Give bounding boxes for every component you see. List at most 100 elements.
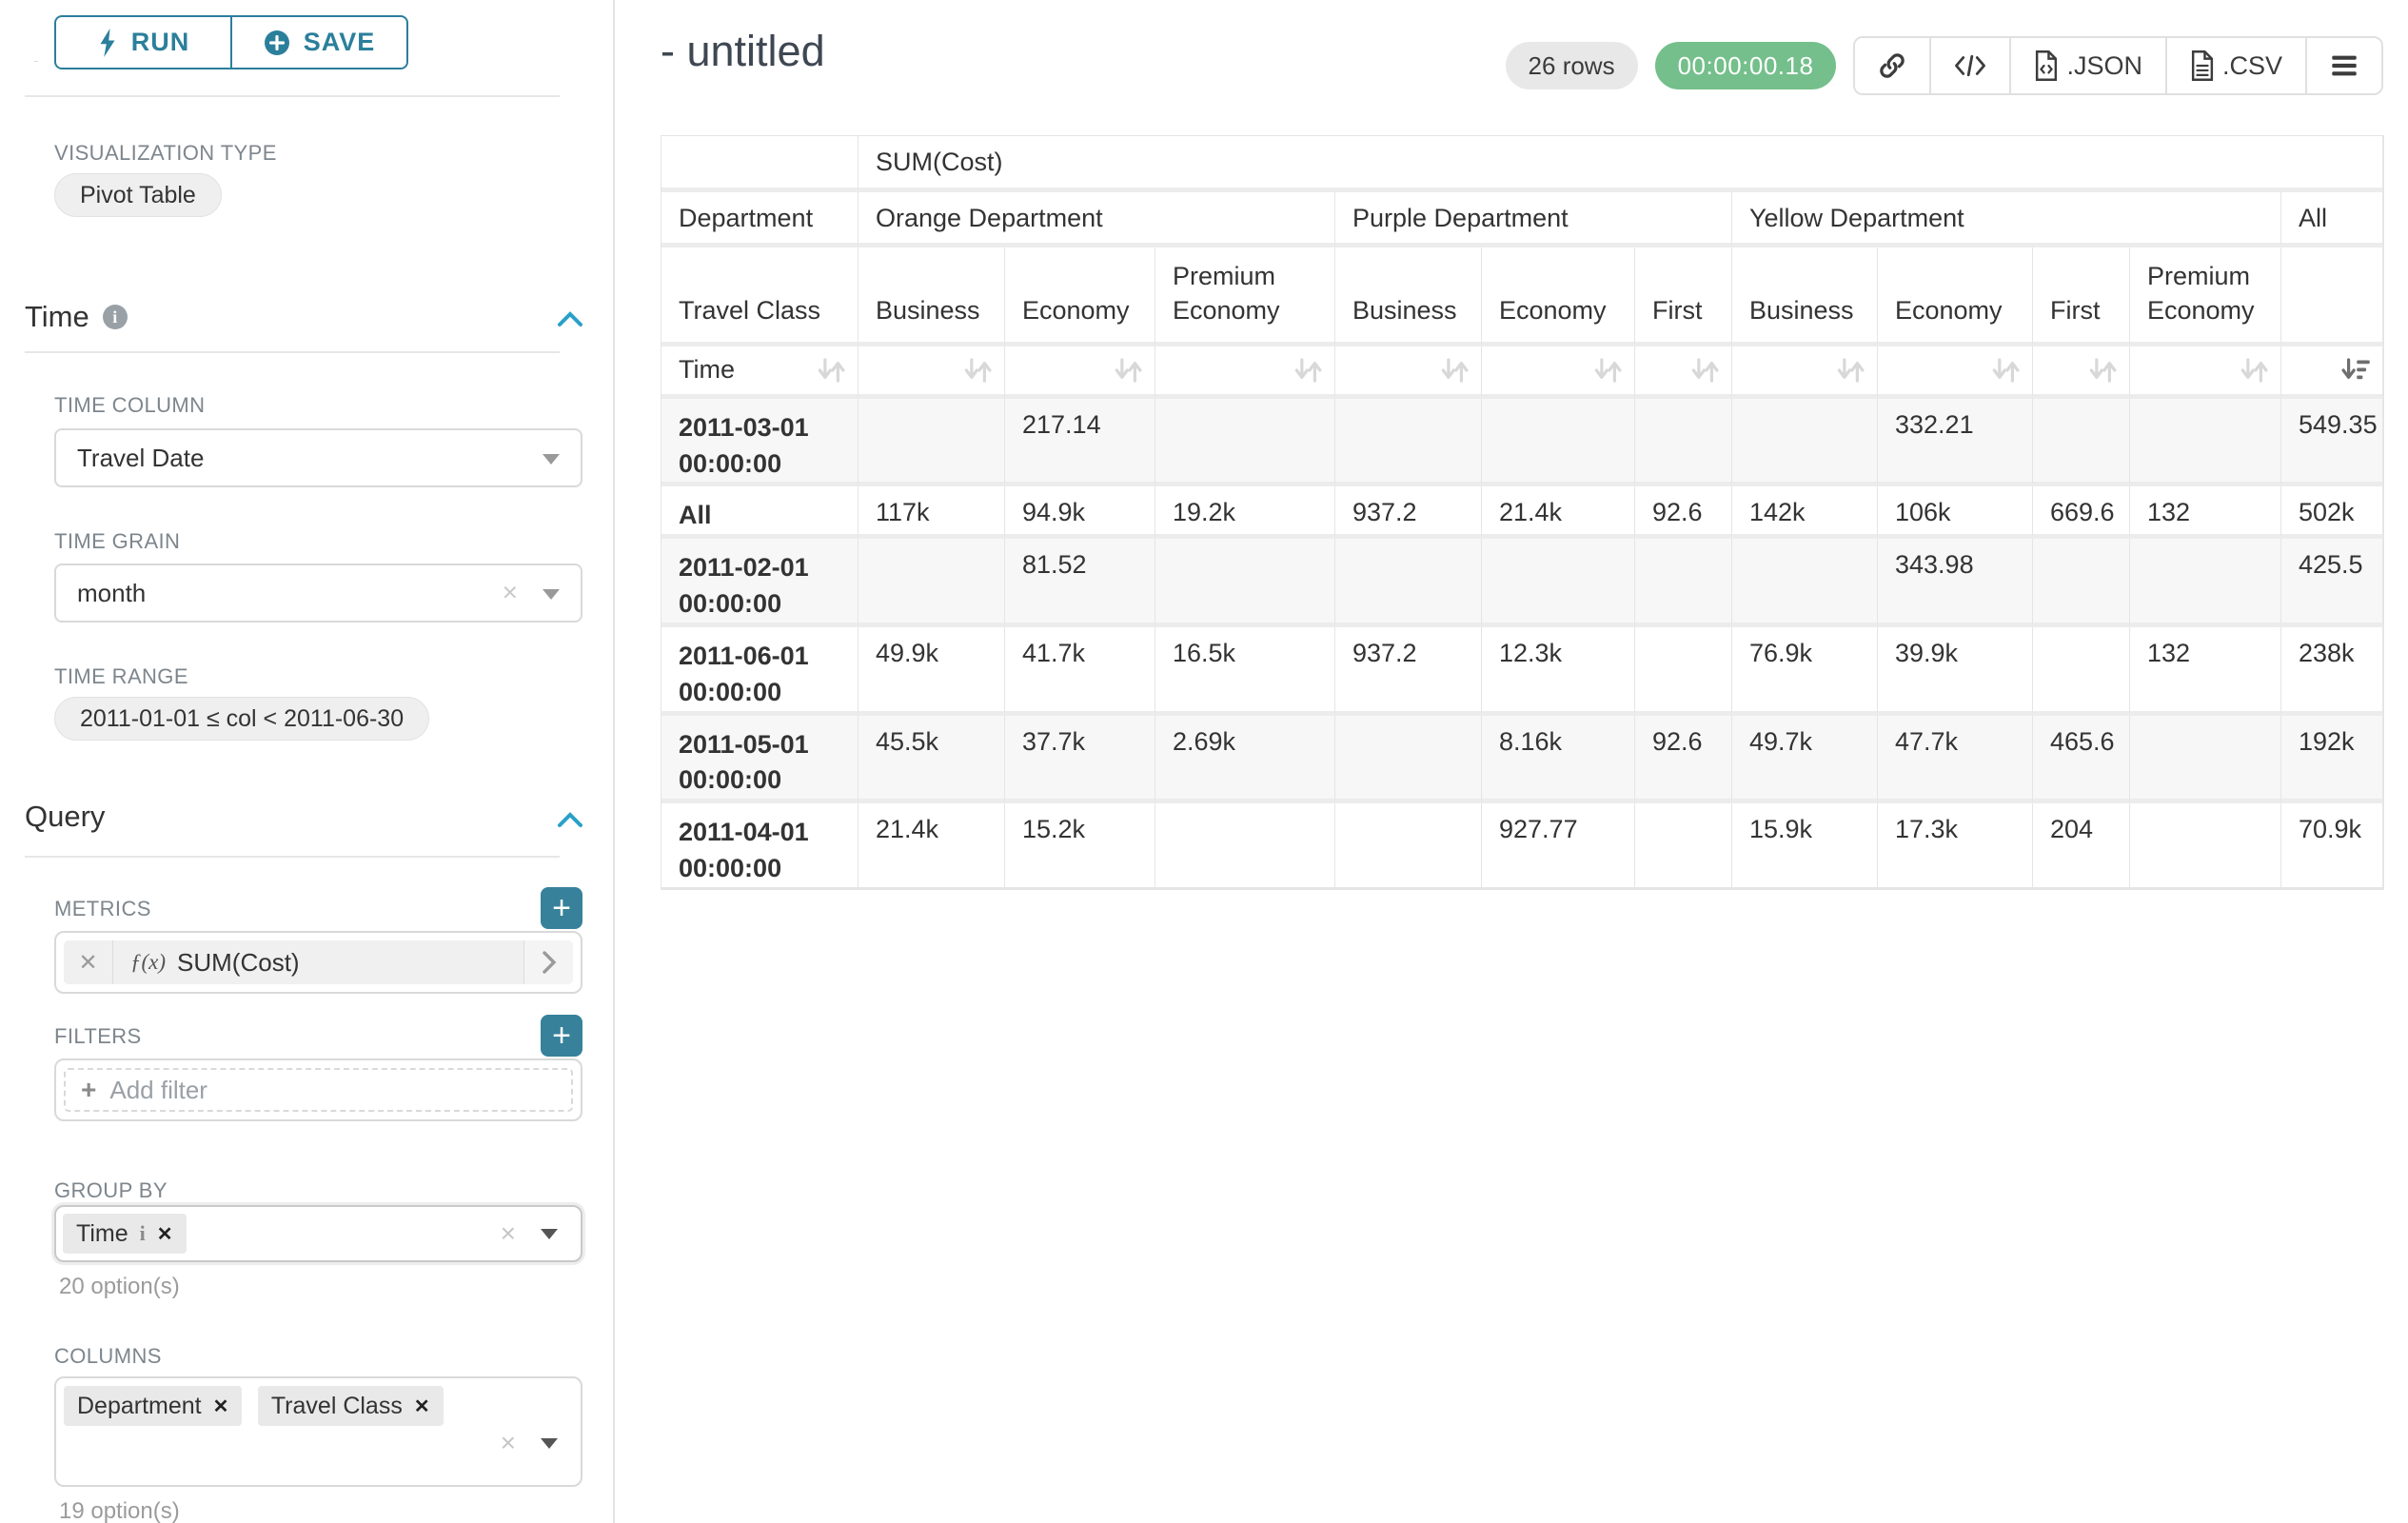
remove-chip-icon[interactable]: ✕ (413, 1395, 430, 1417)
column-sort-header[interactable] (1335, 346, 1482, 399)
add-filter-plus-button[interactable]: + (541, 1015, 582, 1057)
sort-icon[interactable] (1835, 357, 1865, 384)
time-column-select[interactable]: Travel Date (54, 428, 582, 487)
department-group-header: Yellow Department (1732, 192, 2281, 247)
travel-class-header: Business (859, 247, 1005, 346)
group-by-select[interactable]: Time i ✕ × (54, 1205, 582, 1262)
travel-class-header: First (1635, 247, 1732, 346)
metrics-label: METRICS (54, 897, 151, 920)
value-cell (2033, 398, 2130, 487)
value-cell: 425.5 (2281, 539, 2384, 628)
time-grain-value: month (77, 578, 147, 607)
clear-icon[interactable]: × (500, 1218, 516, 1248)
chevron-down-icon (543, 454, 560, 465)
value-cell: 332.21 (1878, 398, 2033, 487)
value-cell: 2.69k (1155, 715, 1335, 804)
value-cell (1335, 715, 1482, 804)
time-column-value: Travel Date (77, 443, 205, 472)
value-cell (1732, 539, 1878, 628)
query-section-collapse-caret-icon[interactable] (556, 809, 584, 832)
table-row: All 117k 94.9k 19.2k 937.2 21.4k 92.6 142k 106k 6… (661, 486, 2384, 540)
column-sort-header[interactable] (1732, 346, 1878, 399)
sort-icon[interactable] (2239, 357, 2269, 384)
value-cell: 927.77 (1482, 803, 1635, 889)
time-range-label: TIME RANGE (54, 664, 188, 688)
table-row: 2011-06-01 00:00:00 49.9k 41.7k 16.5k 937.2 1… (661, 627, 2384, 716)
chevron-down-icon (543, 589, 560, 600)
department-group-header: Orange Department (859, 192, 1335, 247)
travel-class-header: First (2033, 247, 2130, 346)
value-cell: 132 (2130, 486, 2281, 540)
remove-metric-icon[interactable]: ✕ (64, 940, 113, 984)
columns-control-icons: × (501, 1428, 558, 1458)
control-panel: Chart Type RUN SAVE VISUALIZATIO (0, 0, 615, 1523)
travel-class-header: Premium Economy (2130, 247, 2281, 346)
metric-chip[interactable]: ✕ ƒ(x) SUM(Cost) (64, 940, 573, 984)
column-sort-header[interactable] (2130, 346, 2281, 399)
bolt-icon (100, 28, 115, 57)
time-range-chip[interactable]: 2011-01-01 ≤ col < 2011-06-30 (54, 697, 430, 741)
chevron-right-icon[interactable] (523, 940, 573, 984)
add-metric-button[interactable]: + (541, 887, 582, 929)
columns-chip-travel-class[interactable]: Travel Class ✕ (257, 1386, 444, 1426)
menu-button[interactable] (2307, 38, 2381, 93)
clear-icon[interactable]: × (502, 577, 518, 607)
sort-icon[interactable] (1990, 357, 2021, 384)
copy-link-button[interactable] (1855, 38, 1932, 93)
travel-class-header: Economy (1005, 247, 1155, 346)
sort-icon[interactable] (1689, 357, 1720, 384)
clear-icon[interactable]: × (500, 1428, 516, 1457)
sort-icon[interactable] (1293, 357, 1323, 384)
column-sort-header[interactable] (2033, 346, 2130, 399)
time-section-collapse-caret-icon[interactable] (556, 308, 584, 331)
value-cell: 343.98 (1878, 539, 2033, 628)
remove-chip-icon[interactable]: ✕ (212, 1395, 229, 1417)
sort-icon[interactable] (1113, 357, 1143, 384)
query-status-bar: 26 rows 00:00:00.18 (1505, 36, 2383, 95)
column-sort-header[interactable] (859, 346, 1005, 399)
embed-code-button[interactable] (1931, 38, 2012, 93)
function-icon: ƒ(x) (130, 950, 167, 974)
save-button-label: SAVE (303, 28, 376, 56)
time-sort-header[interactable]: Time (661, 346, 859, 399)
add-filter-placeholder: Add filter (109, 1075, 207, 1104)
corner-cell (661, 136, 859, 192)
value-cell: 142k (1732, 486, 1878, 540)
value-cell (859, 398, 1005, 487)
table-row: 2011-03-01 00:00:00 217.14 332.21 549.35 (661, 398, 2384, 487)
column-sort-header[interactable] (1635, 346, 1732, 399)
value-cell: 21.4k (859, 803, 1005, 889)
column-sort-header[interactable] (1155, 346, 1335, 399)
columns-chip-department[interactable]: Department ✕ (64, 1386, 243, 1426)
run-button[interactable]: RUN (54, 15, 231, 69)
export-csv-button[interactable]: .CSV (2166, 38, 2307, 93)
sort-descending-icon[interactable] (2340, 357, 2371, 384)
value-cell (2130, 803, 2281, 889)
link-icon (1880, 53, 1905, 78)
value-cell: 117k (859, 486, 1005, 540)
add-filter-button[interactable]: + Add filter (64, 1068, 573, 1112)
column-info-icon: i (139, 1221, 146, 1245)
group-by-chip-time[interactable]: Time i ✕ (63, 1214, 187, 1254)
value-cell (1732, 398, 1878, 487)
sort-icon[interactable] (2087, 357, 2118, 384)
time-grain-select[interactable]: month × (54, 564, 582, 623)
export-json-button[interactable]: .JSON (2011, 38, 2167, 93)
remove-chip-icon[interactable]: ✕ (156, 1223, 173, 1245)
column-sort-header[interactable] (1878, 346, 2033, 399)
visualization-type-chip[interactable]: Pivot Table (54, 173, 222, 217)
sort-icon[interactable] (1592, 357, 1623, 384)
column-sort-header[interactable] (1482, 346, 1635, 399)
columns-select[interactable]: Department ✕ Travel Class ✕ × (54, 1376, 582, 1487)
value-cell: 132 (2130, 627, 2281, 716)
column-sort-header[interactable] (2281, 346, 2384, 399)
query-section-header: Query (25, 800, 105, 834)
value-cell: 49.9k (859, 627, 1005, 716)
value-cell (1482, 398, 1635, 487)
sort-icon[interactable] (816, 357, 846, 384)
save-button[interactable]: SAVE (231, 15, 408, 69)
value-cell: 92.6 (1635, 486, 1732, 540)
sort-icon[interactable] (1439, 357, 1470, 384)
column-sort-header[interactable] (1005, 346, 1155, 399)
sort-icon[interactable] (962, 357, 993, 384)
